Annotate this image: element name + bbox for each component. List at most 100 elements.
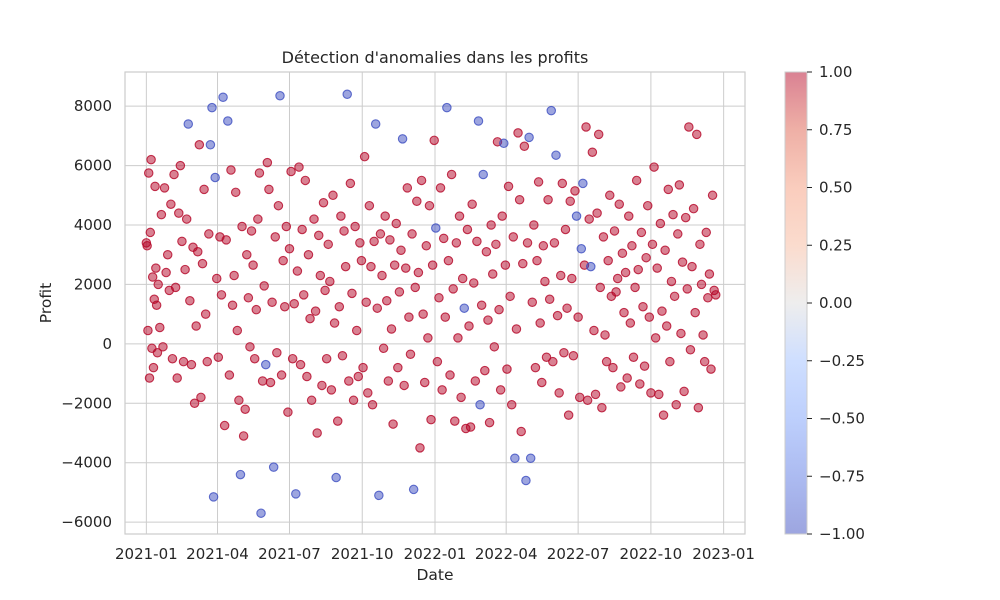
data-point: [185, 296, 195, 306]
data-point: [232, 325, 243, 336]
data-point: [690, 307, 700, 318]
x-tick-label: 2021-04: [186, 545, 249, 563]
data-point: [505, 291, 515, 302]
data-point: [668, 209, 678, 220]
data-point: [688, 203, 699, 214]
anomaly-point: [510, 453, 520, 463]
data-point: [707, 190, 718, 201]
data-point: [426, 414, 436, 425]
data-point: [424, 200, 435, 211]
data-point: [438, 233, 449, 244]
data-point: [494, 304, 504, 315]
data-point: [647, 239, 658, 250]
data-point: [660, 245, 670, 256]
data-point: [543, 195, 553, 205]
data-point: [340, 261, 351, 272]
data-point: [361, 297, 371, 308]
data-point: [679, 386, 689, 397]
data-point: [382, 296, 392, 306]
colorbar-ticks: 1.00 0.75 0.50 0.25 0.00 −0.25 −0.50 −0.75 −1.00: [807, 63, 865, 543]
data-point: [193, 246, 203, 257]
data-point: [666, 276, 677, 287]
data-point: [462, 224, 473, 235]
data-point: [259, 281, 269, 291]
y-tick-label: 6000: [74, 157, 112, 175]
data-point: [257, 376, 268, 386]
y-tick-label: 4000: [74, 216, 112, 234]
data-point: [243, 293, 254, 303]
data-point: [172, 373, 182, 383]
data-point: [535, 318, 545, 328]
data-point: [178, 356, 189, 367]
y-tick-label: −2000: [61, 394, 112, 412]
y-axis-ticks: −6000 −4000 −2000 0 2000 4000 6000 8000: [61, 97, 112, 531]
data-point: [480, 365, 490, 376]
data-point: [537, 377, 547, 388]
anomaly-point: [183, 119, 194, 129]
data-point: [146, 154, 156, 165]
data-point: [584, 214, 594, 224]
data-point: [589, 325, 599, 336]
data-point: [506, 400, 517, 410]
data-point: [538, 241, 549, 251]
data-point: [249, 353, 260, 364]
data-point: [508, 232, 519, 242]
anomaly-point: [235, 469, 246, 480]
y-tick-label: 2000: [74, 275, 112, 293]
data-point: [657, 306, 667, 316]
data-point: [687, 261, 697, 272]
data-point: [336, 211, 346, 221]
data-point: [692, 129, 702, 140]
data-point: [557, 178, 568, 189]
data-point: [234, 395, 244, 406]
data-point: [334, 301, 345, 312]
data-point: [175, 160, 186, 171]
data-point: [603, 255, 613, 266]
anomaly-point: [208, 492, 219, 502]
data-point: [413, 267, 424, 278]
data-point: [147, 272, 158, 282]
anomaly-point: [210, 172, 220, 183]
data-point: [565, 196, 575, 206]
data-point: [616, 382, 626, 392]
data-point: [264, 184, 274, 195]
anomaly-point: [525, 453, 536, 463]
data-point: [355, 238, 365, 248]
data-point: [593, 129, 604, 140]
data-point: [312, 428, 322, 438]
data-point: [400, 263, 411, 273]
data-point: [211, 273, 222, 284]
data-point: [590, 389, 601, 400]
anomaly-point: [370, 119, 381, 129]
data-point: [519, 141, 530, 152]
data-point: [348, 395, 359, 406]
data-point: [587, 147, 598, 157]
data-point: [663, 184, 674, 195]
data-point: [544, 294, 555, 305]
data-point: [194, 140, 205, 150]
data-point: [144, 373, 155, 383]
x-axis-label: Date: [416, 566, 453, 584]
y-tick-label: 0: [102, 335, 112, 353]
data-point: [620, 267, 631, 278]
data-point: [684, 122, 694, 132]
x-tick-label: 2022-04: [475, 545, 538, 563]
data-point: [695, 239, 705, 250]
data-point: [502, 364, 512, 374]
data-point: [313, 230, 324, 241]
data-point: [693, 402, 704, 413]
data-point: [435, 183, 446, 193]
colorbar: [785, 72, 807, 534]
anomaly-point: [473, 116, 484, 126]
data-point: [204, 229, 214, 239]
data-point: [150, 181, 160, 192]
data-point: [574, 392, 585, 403]
data-point: [254, 168, 265, 178]
data-point: [159, 183, 170, 193]
data-point: [272, 348, 282, 358]
data-point: [619, 307, 629, 318]
data-point: [404, 312, 414, 322]
data-point: [625, 318, 636, 328]
colorbar-tick-label: −0.50: [819, 410, 865, 428]
